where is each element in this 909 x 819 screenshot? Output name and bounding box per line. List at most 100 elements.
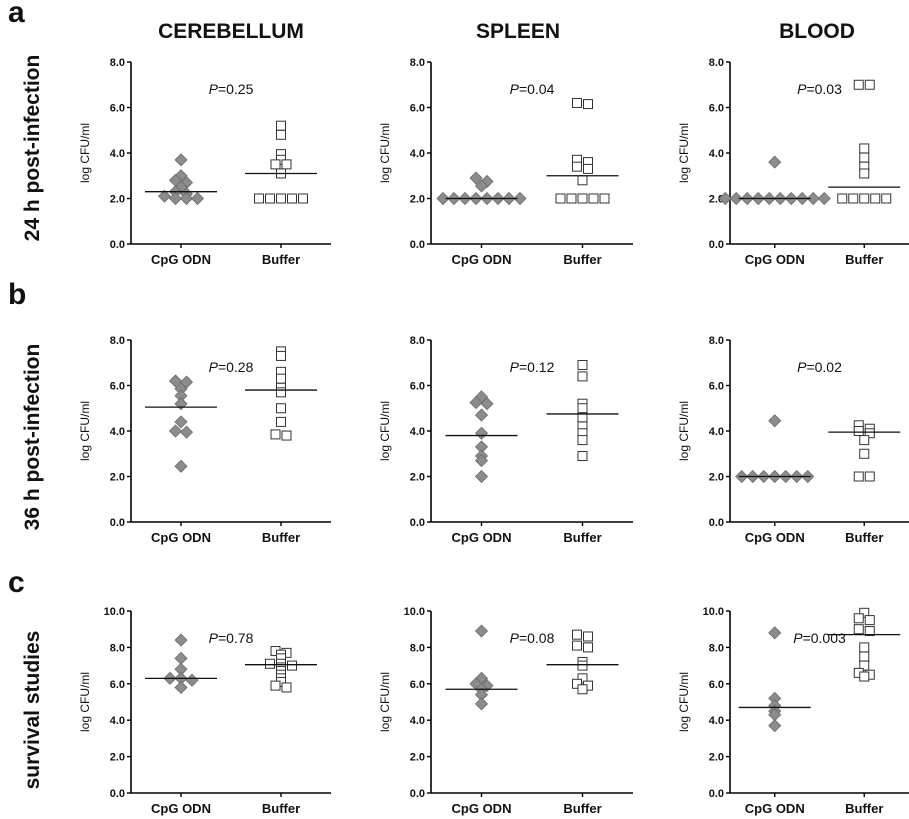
y-tick-label: 2.0 bbox=[110, 194, 125, 206]
data-point-buffer bbox=[859, 642, 870, 653]
data-point-buffer bbox=[859, 651, 870, 662]
p-value-label: P=0.04 bbox=[510, 81, 555, 97]
data-point-buffer bbox=[853, 613, 864, 624]
y-axis-label: log CFU/ml bbox=[378, 401, 392, 461]
data-point-buffer bbox=[853, 426, 864, 436]
y-tick-label: 4.0 bbox=[110, 715, 125, 727]
data-point-buffer bbox=[859, 660, 870, 671]
data-point-buffer bbox=[859, 193, 870, 204]
x-tick-label: CpG ODN bbox=[151, 530, 211, 545]
x-tick-label: CpG ODN bbox=[745, 530, 805, 545]
data-point-buffer bbox=[572, 97, 582, 108]
y-tick-label: 8.0 bbox=[709, 642, 724, 654]
data-point-buffer bbox=[270, 680, 281, 691]
data-point-buffer bbox=[254, 193, 264, 204]
y-tick-label: 6.0 bbox=[410, 381, 425, 393]
p-value-label: P=0.02 bbox=[797, 359, 842, 375]
column-title-blood: BLOOD bbox=[779, 20, 855, 43]
data-point-buffer bbox=[572, 678, 582, 689]
data-point-buffer bbox=[276, 350, 286, 361]
data-point-cpg bbox=[817, 191, 831, 206]
data-point-cpg bbox=[474, 624, 489, 638]
x-tick-label: Buffer bbox=[262, 801, 300, 816]
data-point-cpg bbox=[729, 191, 743, 206]
y-tick-label: 2.0 bbox=[709, 194, 724, 206]
chart-c-blood: 0.0 2.0 4.0 6.0 8.0 10.0 log CFU/ml CpG ODN Buff… bbox=[677, 606, 909, 816]
y-tick-label: 6.0 bbox=[709, 381, 724, 393]
data-point-cpg bbox=[174, 633, 188, 647]
data-point-buffer bbox=[276, 387, 286, 398]
y-tick-label: 2.0 bbox=[110, 752, 125, 764]
y-tick-label: 2.0 bbox=[410, 472, 425, 484]
y-tick-label: 10.0 bbox=[104, 606, 125, 618]
y-tick-label: 0.0 bbox=[709, 239, 724, 251]
data-point-buffer bbox=[859, 168, 870, 179]
y-tick-label: 8.0 bbox=[410, 335, 425, 347]
data-point-buffer bbox=[583, 163, 593, 174]
data-point-buffer bbox=[276, 373, 286, 384]
y-tick-label: 2.0 bbox=[709, 472, 724, 484]
x-tick-label: CpG ODN bbox=[452, 530, 512, 545]
data-point-buffer bbox=[270, 159, 281, 170]
data-point-buffer bbox=[583, 642, 593, 653]
x-tick-label: Buffer bbox=[262, 530, 300, 545]
data-point-cpg bbox=[474, 426, 489, 440]
chart-b-spleen: 0.0 2.0 4.0 6.0 8.0 log CFU/ml CpG ODN Buffer P=… bbox=[378, 335, 633, 545]
data-point-buffer bbox=[577, 403, 588, 414]
column-title-spleen: SPLEEN bbox=[475, 20, 561, 43]
data-point-buffer bbox=[572, 629, 582, 640]
y-tick-label: 6.0 bbox=[110, 103, 125, 115]
data-point-buffer bbox=[572, 640, 582, 651]
data-point-buffer bbox=[298, 193, 308, 204]
data-point-buffer bbox=[577, 660, 588, 671]
y-tick-label: 0.0 bbox=[110, 239, 125, 251]
chart-a-cerebellum: 0.0 2.0 4.0 6.0 8.0 log CFU/ml CpG ODN Buffer P=… bbox=[78, 57, 331, 267]
data-point-cpg bbox=[768, 155, 782, 169]
y-axis-label: log CFU/ml bbox=[78, 672, 92, 732]
p-value-label: P=0.78 bbox=[209, 630, 254, 646]
y-tick-label: 8.0 bbox=[110, 335, 125, 347]
x-tick-label: CpG ODN bbox=[452, 801, 512, 816]
x-tick-label: Buffer bbox=[563, 801, 601, 816]
data-point-cpg bbox=[469, 395, 483, 410]
data-point-buffer bbox=[276, 193, 286, 204]
x-tick-label: Buffer bbox=[845, 252, 883, 267]
data-point-buffer bbox=[276, 416, 286, 427]
y-axis-label: log CFU/ml bbox=[78, 401, 92, 461]
chart-b-cerebellum: 0.0 2.0 4.0 6.0 8.0 log CFU/ml CpG ODN Buffer P=… bbox=[78, 335, 331, 545]
y-tick-label: 8.0 bbox=[110, 642, 125, 654]
data-point-cpg bbox=[168, 374, 183, 388]
data-point-buffer bbox=[265, 193, 275, 204]
y-tick-label: 0.0 bbox=[410, 788, 425, 800]
y-tick-label: 4.0 bbox=[709, 148, 724, 160]
y-axis-label: log CFU/ml bbox=[378, 672, 392, 732]
data-point-buffer bbox=[270, 429, 281, 440]
panel-letter-c: c bbox=[8, 566, 25, 599]
data-point-buffer bbox=[853, 471, 864, 482]
data-point-cpg bbox=[174, 397, 188, 411]
data-point-buffer bbox=[848, 193, 859, 204]
data-point-buffer bbox=[276, 129, 286, 140]
x-tick-label: CpG ODN bbox=[745, 252, 805, 267]
data-point-cpg bbox=[190, 191, 205, 206]
data-point-buffer bbox=[583, 99, 593, 110]
x-tick-label: Buffer bbox=[563, 530, 601, 545]
data-point-buffer bbox=[864, 471, 875, 482]
column-title-cerebellum: CEREBELLUM bbox=[158, 20, 304, 43]
p-value-label: P=0.08 bbox=[510, 630, 555, 646]
x-tick-label: Buffer bbox=[262, 252, 300, 267]
data-point-buffer bbox=[588, 193, 599, 204]
y-tick-label: 10.0 bbox=[404, 606, 425, 618]
y-tick-label: 2.0 bbox=[410, 194, 425, 206]
x-tick-label: CpG ODN bbox=[452, 252, 512, 267]
data-point-buffer bbox=[577, 371, 588, 382]
y-tick-label: 8.0 bbox=[709, 57, 724, 69]
y-tick-label: 2.0 bbox=[410, 752, 425, 764]
y-tick-label: 0.0 bbox=[709, 517, 724, 529]
data-point-buffer bbox=[853, 79, 864, 90]
y-tick-label: 0.0 bbox=[110, 788, 125, 800]
y-tick-label: 0.0 bbox=[410, 517, 425, 529]
p-value-label: P=0.03 bbox=[797, 81, 842, 97]
y-tick-label: 10.0 bbox=[703, 606, 724, 618]
